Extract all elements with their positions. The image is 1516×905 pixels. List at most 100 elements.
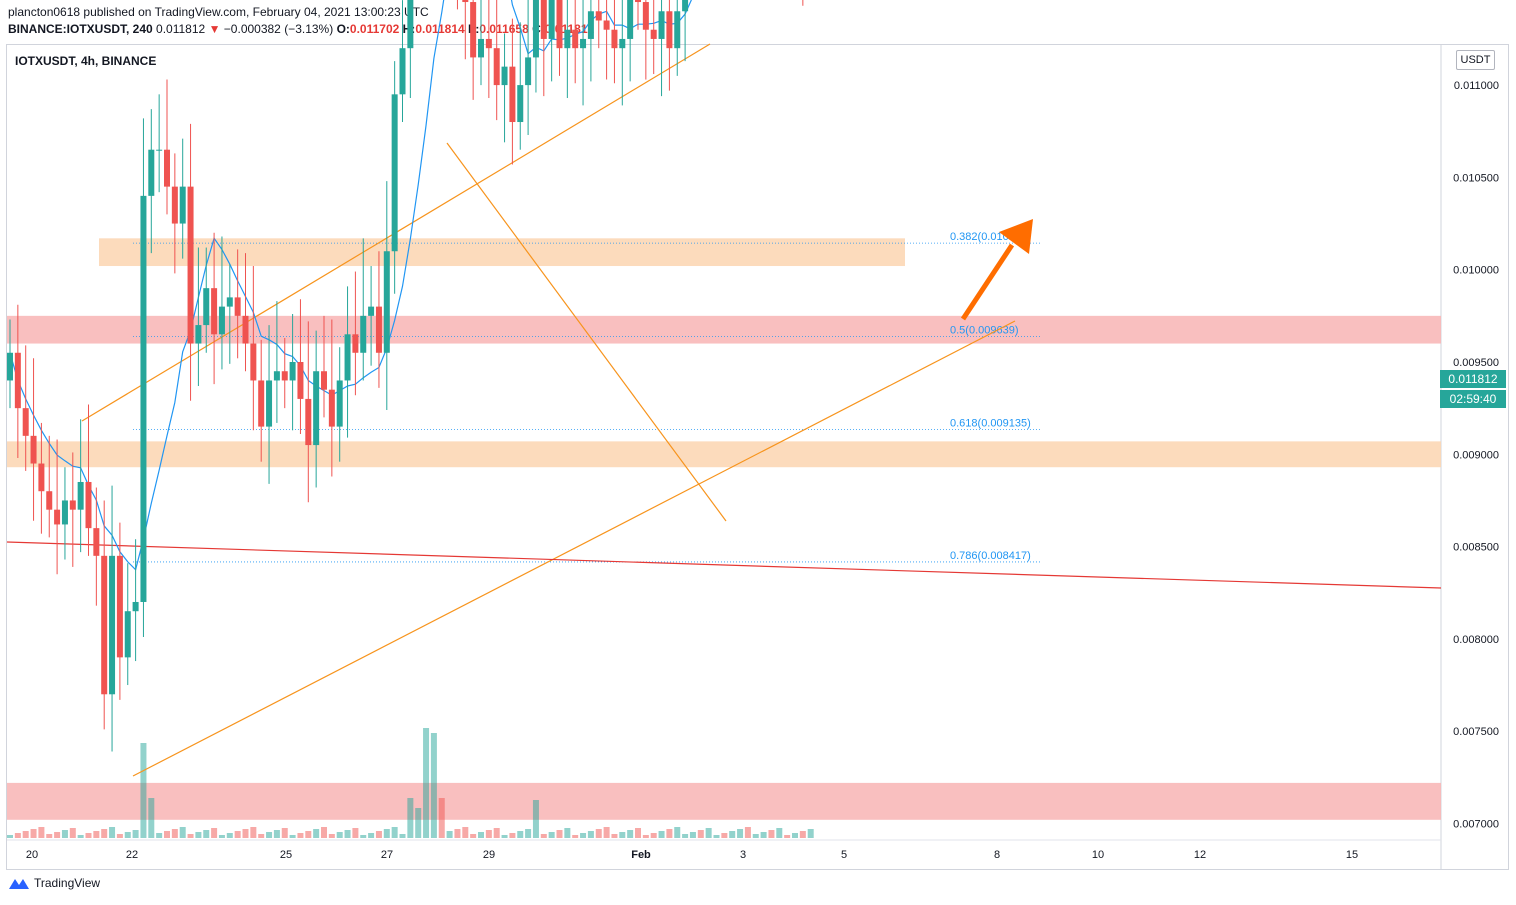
- price-tick-label: 0.009500: [1453, 357, 1499, 369]
- bull-candle: [140, 118, 147, 638]
- bear-candle: [375, 251, 382, 388]
- volume-bar: [352, 828, 359, 838]
- time-tick-label: 22: [126, 849, 138, 861]
- candle-body: [211, 288, 218, 335]
- volume-bar: [116, 834, 123, 838]
- volume-bar: [328, 834, 335, 838]
- footer-brand[interactable]: TradingView: [34, 876, 101, 890]
- volume-bar: [124, 832, 131, 838]
- bull-candle: [580, 0, 587, 106]
- volume-bar: [580, 833, 587, 838]
- volume-bar: [273, 830, 280, 838]
- price-tick-label: 0.010000: [1453, 265, 1499, 277]
- volume-bar: [156, 833, 163, 838]
- candle-body: [61, 500, 68, 525]
- volume-bar: [792, 833, 798, 838]
- candle-body: [297, 362, 304, 399]
- volume-bar: [470, 834, 477, 838]
- volume-bar: [321, 827, 327, 838]
- volume-bar: [85, 833, 92, 838]
- candle-body: [462, 0, 469, 3]
- candle-body: [587, 11, 594, 39]
- candle-body: [38, 463, 45, 492]
- volume-bar: [438, 798, 445, 838]
- volume-bar: [77, 835, 84, 838]
- volume-bar: [203, 830, 210, 838]
- candle-body: [564, 29, 571, 49]
- volume-bar: [572, 835, 579, 838]
- volume-bar: [650, 833, 657, 838]
- volume-bar: [713, 835, 720, 838]
- fib-label: 0.618(0.009135): [950, 417, 1031, 429]
- bull-candle: [501, 33, 508, 143]
- bull-candle: [658, 0, 665, 97]
- long-red-trendline: [6, 541, 1442, 589]
- volume-bar: [430, 733, 437, 838]
- candle-body: [407, 0, 414, 49]
- bull-candle: [368, 266, 375, 366]
- bull-candle: [627, 0, 634, 82]
- bull-candle: [7, 319, 13, 409]
- candle-body: [281, 371, 288, 381]
- bear-candle: [556, 0, 563, 76]
- volume-bar: [61, 830, 68, 838]
- bull-candle: [548, 0, 555, 82]
- currency-button[interactable]: USDT: [1456, 50, 1495, 70]
- volume-bar: [195, 832, 202, 838]
- volume-bar: [383, 829, 390, 838]
- bear-candle: [69, 452, 76, 567]
- candle-body: [101, 555, 108, 695]
- candle-body: [124, 611, 131, 658]
- candle-body: [525, 57, 532, 86]
- price-tick-label: 0.007000: [1453, 819, 1499, 831]
- candle-body: [674, 11, 681, 49]
- bear-candle: [321, 315, 327, 418]
- candle-body: [203, 288, 210, 326]
- candle-body: [509, 66, 516, 123]
- volume-bar: [729, 831, 736, 838]
- candle-body: [595, 11, 602, 21]
- price-tick-label: 0.009000: [1453, 449, 1499, 461]
- volume-bar: [603, 827, 610, 838]
- volume-bar: [752, 834, 759, 838]
- candle-body: [627, 0, 634, 39]
- candle-body: [258, 380, 265, 427]
- bear-candle: [470, 0, 477, 100]
- volume-bar: [807, 829, 814, 838]
- bear-candle: [101, 500, 108, 730]
- last-value: 0.011812: [156, 22, 206, 36]
- candles: [7, 0, 804, 752]
- volume-bar: [250, 827, 257, 838]
- volume-bar: [611, 834, 618, 838]
- candle-body: [171, 186, 178, 224]
- bear-candle: [509, 18, 516, 165]
- volume-bar: [776, 828, 783, 838]
- candle-body: [7, 352, 13, 381]
- bull-candle: [674, 0, 681, 76]
- volume-bar: [744, 827, 751, 838]
- bull-candle: [525, 0, 532, 135]
- candle-body: [30, 435, 37, 464]
- volume-bar: [266, 832, 273, 838]
- volume-bar: [93, 831, 100, 838]
- candle-body: [478, 38, 484, 58]
- bear-candle: [242, 253, 249, 372]
- candle-body: [273, 371, 280, 381]
- volume-bar: [313, 829, 320, 838]
- volume-bar: [14, 833, 21, 838]
- bear-candle: [305, 321, 312, 503]
- bull-candle: [682, 0, 689, 62]
- volume-bar: [391, 827, 398, 838]
- support-zone: [7, 441, 1441, 468]
- bull-candle: [478, 0, 484, 86]
- bull-candle: [407, 0, 414, 99]
- bear-candle: [258, 339, 265, 462]
- candle-body: [69, 500, 76, 510]
- bull-candle: [132, 539, 139, 662]
- volume-bar: [493, 828, 500, 838]
- volume-bar: [132, 830, 139, 838]
- volume-bar: [101, 829, 108, 838]
- volume-bar: [140, 743, 147, 838]
- bull-candle: [266, 325, 273, 484]
